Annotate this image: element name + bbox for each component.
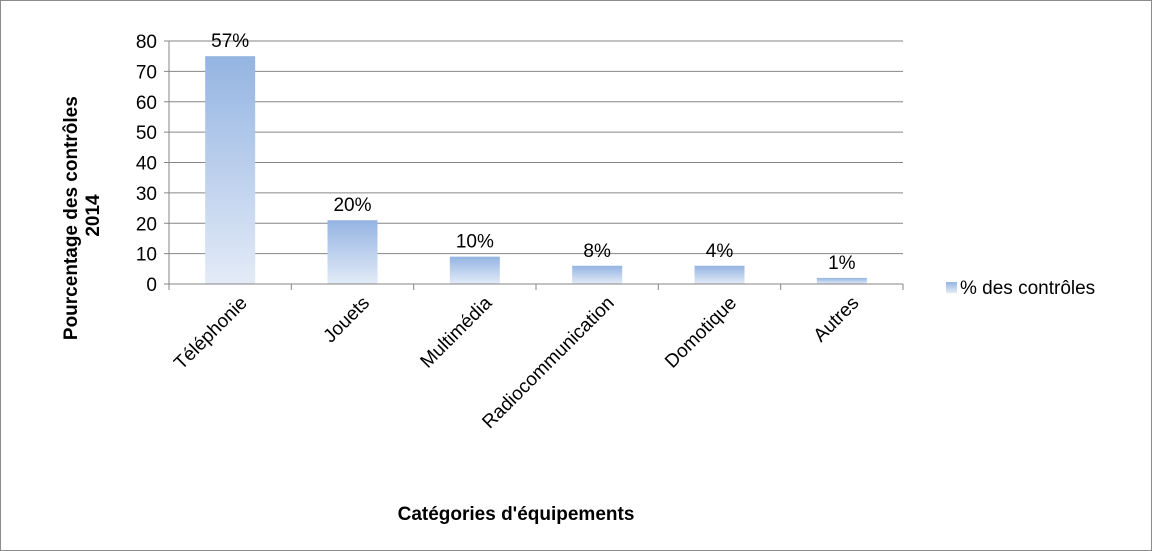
y-tick-label: 30 bbox=[136, 184, 157, 205]
bar bbox=[816, 277, 867, 284]
x-tick-label: Multimédia bbox=[417, 292, 497, 372]
x-tick-label: Jouets bbox=[320, 293, 374, 347]
y-tick-label: 0 bbox=[146, 275, 157, 296]
y-tick-label: 40 bbox=[136, 154, 157, 175]
x-tick-label: Radiocommunication bbox=[478, 293, 618, 433]
data-label: 1% bbox=[828, 253, 856, 274]
legend-swatch bbox=[946, 282, 957, 293]
bar bbox=[694, 265, 745, 284]
y-tick-label: 10 bbox=[136, 245, 157, 266]
y-tick-label: 80 bbox=[136, 32, 157, 53]
x-tick-label: Domotique bbox=[661, 293, 741, 373]
bar bbox=[572, 265, 623, 284]
y-tick-labels: 0 10 20 30 40 50 60 70 80 bbox=[136, 32, 157, 296]
bar bbox=[449, 256, 500, 284]
data-labels: 57% 20% 10% 8% 4% 1% bbox=[211, 31, 856, 274]
y-tick-label: 50 bbox=[136, 123, 157, 144]
y-tick-label: 20 bbox=[136, 214, 157, 235]
bar bbox=[205, 56, 256, 284]
axes bbox=[164, 40, 904, 290]
data-label: 10% bbox=[456, 232, 494, 253]
y-axis-title-line-1: Pourcentage des contrôles bbox=[61, 96, 82, 340]
x-tick-label: Autres bbox=[810, 293, 864, 347]
y-axis-title: Pourcentage des contrôles 2014 bbox=[61, 91, 104, 340]
data-label: 4% bbox=[706, 241, 734, 262]
bars bbox=[205, 56, 867, 284]
x-tick-label: Téléphonie bbox=[170, 293, 251, 374]
y-tick-label: 70 bbox=[136, 62, 157, 83]
x-tick-labels: Téléphonie Jouets MultimédiaRadiocommunica… bbox=[170, 292, 863, 433]
y-tick-label: 60 bbox=[136, 93, 157, 114]
y-axis-title-line-2: 2014 bbox=[83, 194, 104, 237]
data-label: 20% bbox=[333, 195, 371, 216]
gridlines bbox=[169, 40, 903, 255]
x-axis-title: Catégories d'équipements bbox=[398, 504, 635, 525]
data-label: 8% bbox=[583, 241, 611, 262]
legend: % des contrôles bbox=[946, 278, 1095, 299]
bar bbox=[327, 220, 378, 284]
data-label: 57% bbox=[211, 31, 249, 52]
legend-label: % des contrôles bbox=[960, 278, 1095, 299]
